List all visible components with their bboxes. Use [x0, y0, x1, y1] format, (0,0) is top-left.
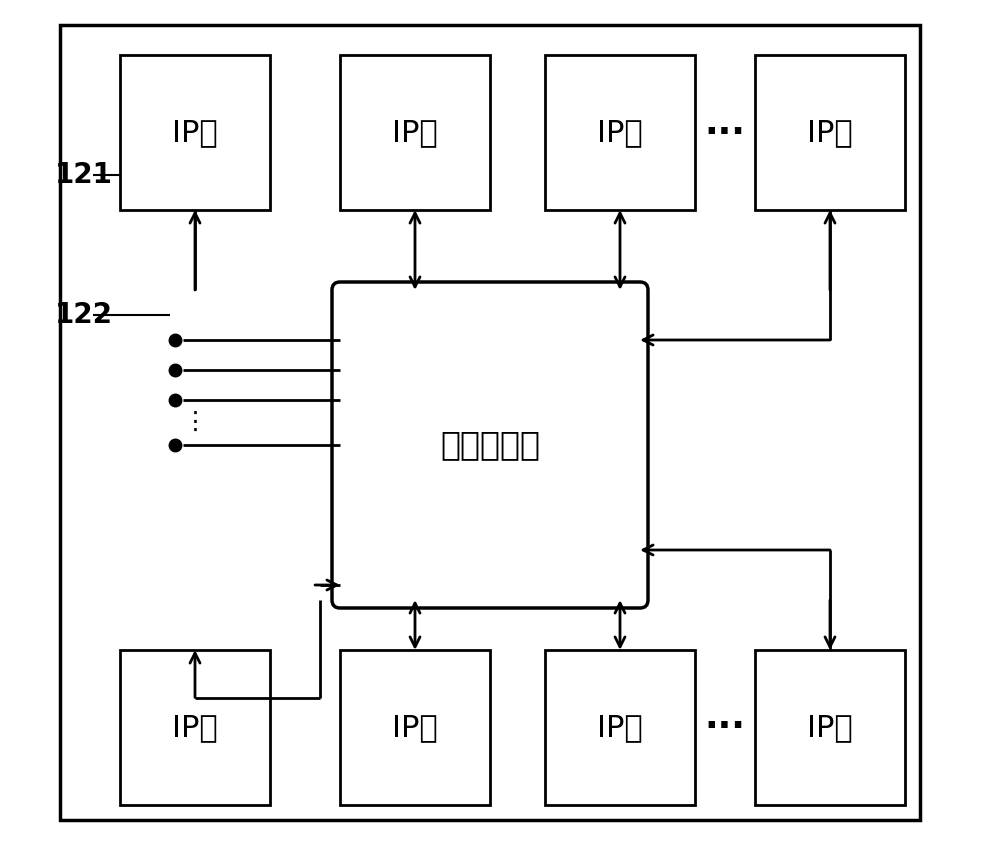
Text: ⋮: ⋮ [183, 410, 208, 434]
Text: IP核: IP核 [393, 713, 438, 742]
Text: ···: ··· [704, 710, 746, 745]
Text: IP核: IP核 [172, 713, 218, 742]
Bar [60, 25, 920, 820]
Text: IP核: IP核 [597, 713, 643, 742]
Bar [340, 650, 490, 805]
Text: 122: 122 [55, 301, 113, 329]
Text: IP核: IP核 [597, 118, 643, 147]
Text: IP核: IP核 [807, 713, 853, 742]
Text: 电交换单元: 电交换单元 [440, 429, 540, 461]
Bar [120, 55, 270, 210]
FancyBboxPatch shape [332, 282, 648, 608]
Text: IP核: IP核 [172, 118, 218, 147]
Bar [545, 55, 695, 210]
Bar [340, 55, 490, 210]
Text: 121: 121 [55, 161, 113, 189]
Text: IP核: IP核 [807, 118, 853, 147]
Text: ···: ··· [704, 115, 746, 150]
Bar [120, 650, 270, 805]
Bar [545, 650, 695, 805]
Bar [755, 55, 905, 210]
Bar [755, 650, 905, 805]
Text: IP核: IP核 [393, 118, 438, 147]
